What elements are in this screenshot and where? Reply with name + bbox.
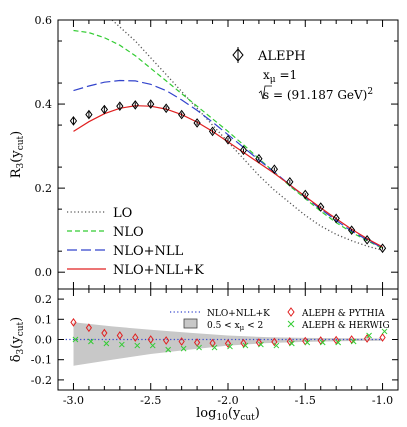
pythia-data-point <box>85 323 93 333</box>
herwig-data-point <box>72 336 79 343</box>
herwig-data-point <box>211 344 218 351</box>
herwig-data-point <box>366 332 372 339</box>
herwig-data-point <box>180 345 187 352</box>
pythia-data-point <box>70 317 77 327</box>
pythia-data-point <box>101 328 108 338</box>
herwig-data-point <box>258 341 264 348</box>
bottom-panel-plot-area <box>65 317 388 366</box>
series-line-lo <box>111 20 383 251</box>
pythia-data-point <box>363 334 371 343</box>
aleph-data-point <box>208 126 217 137</box>
bottom-y-tick-label: 0.2 <box>35 293 53 306</box>
herwig-data-point <box>288 340 295 347</box>
aleph-data-point <box>317 202 325 212</box>
aleph-data-point <box>348 225 356 235</box>
legend-label-nlo-nll-k: NLO+NLL+K <box>113 263 204 278</box>
series-line-nlo-nll <box>73 79 383 249</box>
herwig-data-point <box>118 341 125 348</box>
aleph-data-point <box>178 109 186 120</box>
bottom-y-tick-label: 0.1 <box>35 313 53 326</box>
aleph-data-point <box>116 101 124 111</box>
x-tick-label: -3.0 <box>63 394 84 407</box>
top-y-tick-label: 0.6 <box>35 14 53 27</box>
aleph-data-point <box>301 189 309 200</box>
pythia-data-point <box>224 339 232 348</box>
aleph-data-point <box>224 134 232 145</box>
herwig-data-point <box>273 342 280 349</box>
bottom-legend-band-swatch <box>183 318 198 329</box>
x-tick-label: -1.0 <box>372 394 393 407</box>
x-tick-label: -2.5 <box>140 394 161 407</box>
annotation-param: xμ =1 <box>263 68 297 85</box>
herwig-data-point <box>242 342 249 349</box>
aleph-data-point <box>162 103 170 114</box>
legend-label-nlo: NLO <box>113 225 144 240</box>
aleph-data-point <box>147 99 155 109</box>
legend-label-nlo-nll: NLO+NLL <box>113 244 184 259</box>
annotation-energy: s = (91.187 GeV)2 <box>263 87 373 102</box>
bottom-legend-herwig-symbol <box>287 320 295 328</box>
bottom-legend-label-reference: NLO+NLL+K <box>207 309 270 319</box>
bottom-legend-pythia-symbol <box>287 307 295 317</box>
top-y-tick-label: 0.0 <box>35 266 53 279</box>
bottom-y-tick-label: -0.1 <box>31 354 52 367</box>
aleph-data-point <box>286 176 294 187</box>
aleph-data-point <box>100 104 108 115</box>
top-panel-frame <box>57 19 399 290</box>
aleph-data-point <box>69 116 78 126</box>
herwig-data-point <box>381 328 388 335</box>
pythia-data-point <box>271 337 278 347</box>
top-panel-plot-area <box>69 20 387 254</box>
pythia-data-point <box>240 338 247 348</box>
herwig-data-point <box>319 339 326 346</box>
annotation-sqrt-sign <box>258 85 272 100</box>
herwig-data-point <box>335 339 342 346</box>
herwig-data-point <box>227 343 233 350</box>
bottom-y-axis-label: δ3(ycut) <box>9 317 26 363</box>
pythia-data-point <box>333 335 340 345</box>
bottom-y-tick-label: 0.0 <box>35 334 53 347</box>
top-y-tick-label: 0.2 <box>35 182 53 195</box>
pythia-data-point <box>178 337 185 346</box>
top-y-tick-label: 0.4 <box>35 98 53 111</box>
herwig-data-point <box>149 342 156 349</box>
aleph-data-point <box>85 109 93 120</box>
pythia-data-point <box>116 331 123 340</box>
pythia-data-point <box>132 333 139 342</box>
annotation-experiment: ALEPH <box>257 49 306 64</box>
herwig-data-point <box>304 339 311 346</box>
herwig-data-point <box>88 338 94 345</box>
pythia-data-point <box>163 336 170 345</box>
top-y-axis-label: R3(ycut) <box>9 131 26 179</box>
aleph-data-point <box>270 164 278 175</box>
herwig-data-point <box>103 340 110 347</box>
bottom-legend-label-pythia: ALEPH & PYTHIA <box>301 309 385 319</box>
pythia-data-point <box>379 333 386 342</box>
herwig-data-point <box>165 346 172 353</box>
herwig-data-point <box>350 338 357 345</box>
x-axis-label: log10(ycut) <box>196 406 260 423</box>
herwig-data-point <box>134 342 141 349</box>
aleph-data-point <box>363 234 371 245</box>
legend-label-lo: LO <box>113 206 132 221</box>
series-line-nlo-nll-k <box>73 105 383 248</box>
bottom-legend-label-band: 0.5 < xμ < 2 <box>207 321 263 332</box>
x-tick-label: -1.5 <box>295 394 316 407</box>
aleph-data-point <box>332 213 340 224</box>
herwig-data-point <box>196 344 202 351</box>
aleph-data-point <box>255 153 263 164</box>
pythia-data-point <box>209 338 216 348</box>
aleph-data-point <box>193 118 201 128</box>
aleph-data-point <box>239 145 248 156</box>
series-line-nlo <box>73 29 383 249</box>
bottom-legend-label-herwig: ALEPH & HERWIG <box>301 321 390 331</box>
aleph-data-point <box>378 243 387 254</box>
bottom-y-tick-label: -0.2 <box>31 374 52 387</box>
x-tick-label: -2.0 <box>217 394 238 407</box>
aleph-data-point <box>131 100 139 110</box>
